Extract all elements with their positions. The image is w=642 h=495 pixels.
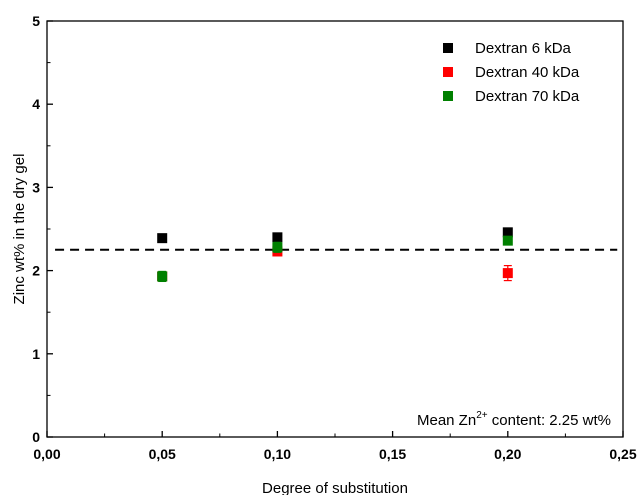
legend-label: Dextran 40 kDa [475, 64, 580, 81]
x-tick-label: 0,25 [609, 446, 636, 462]
y-tick-label: 3 [32, 179, 40, 195]
x-tick-label: 0,05 [149, 446, 176, 462]
y-tick-label: 5 [32, 13, 40, 29]
y-tick-label: 0 [32, 429, 40, 445]
legend-marker [443, 91, 453, 101]
x-tick-label: 0,10 [264, 446, 291, 462]
legend-label: Dextran 6 kDa [475, 40, 572, 57]
data-point [272, 232, 283, 243]
data-point [502, 268, 513, 279]
annotation-superscript: 2+ [476, 410, 488, 421]
annotation-prefix: Mean Zn [417, 412, 476, 429]
data-point [502, 227, 513, 238]
annotation-suffix: content: 2.25 wt% [488, 412, 611, 429]
data-marks [157, 227, 513, 283]
data-point [502, 235, 513, 246]
plot-frame [46, 20, 624, 438]
y-axis-title: Zinc wt% in the dry gel [11, 154, 28, 305]
legend-marker [443, 43, 453, 53]
data-point [272, 242, 283, 253]
data-point [157, 233, 168, 244]
y-tick-label: 2 [32, 263, 40, 279]
axis-ticks: 0,00 0,05 0,10 0,15 0,20 0,25 0 1 2 3 4 5 [32, 13, 637, 462]
legend-label: Dextran 70 kDa [475, 88, 580, 105]
y-tick-label: 1 [32, 346, 40, 362]
x-tick-label: 0,15 [379, 446, 406, 462]
x-tick-label: 0,00 [33, 446, 60, 462]
legend: Dextran 6 kDa Dextran 40 kDa Dextran 70 kD… [443, 40, 580, 105]
legend-marker [443, 67, 453, 77]
mean-annotation: Mean Zn2+ content: 2.25 wt% [417, 410, 611, 429]
y-tick-label: 4 [32, 96, 40, 112]
x-tick-label: 0,20 [494, 446, 521, 462]
data-point [157, 271, 168, 282]
x-axis-title: Degree of substitution [262, 480, 408, 495]
